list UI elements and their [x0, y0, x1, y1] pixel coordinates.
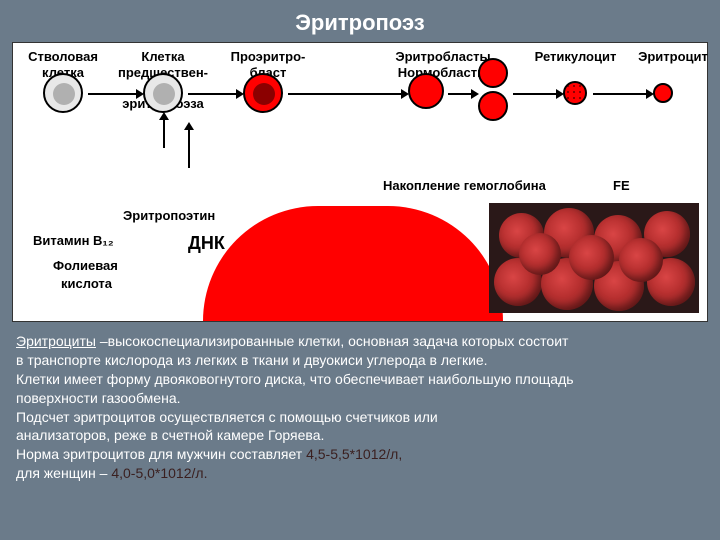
rbc-icon	[569, 235, 614, 280]
arrow-icon	[593, 93, 648, 95]
norm-male: 4,5-5,5*1012/л,	[306, 446, 402, 462]
cell-icon	[563, 81, 587, 105]
sub-label: ДНК	[188, 233, 225, 254]
cell-icon	[653, 83, 673, 103]
arrow-icon	[288, 93, 403, 95]
red-shape	[203, 206, 503, 321]
cell-icon	[243, 73, 283, 113]
sub-label: кислота	[61, 276, 112, 291]
arrow-icon	[513, 93, 558, 95]
rbc-icon	[619, 238, 663, 282]
term-erythrocytes: Эритроциты	[16, 333, 96, 349]
cells-row	[13, 63, 707, 143]
rbc-icon	[519, 233, 561, 275]
norm-female: 4,0-5,0*1012/л.	[111, 465, 207, 481]
description-text: Эритроциты –высокоспециализированные кле…	[0, 322, 720, 493]
sub-label: Накопление гемоглобина	[383, 178, 546, 193]
stage-labels-row: Стволовая клеткаКлетка предшествен- ница…	[13, 43, 707, 55]
sub-label: Эритропоэтин	[123, 208, 215, 223]
arrow-icon	[88, 93, 138, 95]
arrow-up-icon	[163, 118, 165, 148]
arrow-icon	[188, 93, 238, 95]
sub-label: Витамин B₁₂	[33, 233, 114, 248]
arrow-icon	[448, 93, 473, 95]
page-title: Эритропоэз	[0, 0, 720, 42]
cell-icon	[143, 73, 183, 113]
cell-icon	[43, 73, 83, 113]
cell-icon	[478, 91, 508, 121]
sub-label: FE	[613, 178, 630, 193]
cell-icon	[478, 58, 508, 88]
sub-label: Фолиевая	[53, 258, 118, 273]
erythropoiesis-diagram: Стволовая клеткаКлетка предшествен- ница…	[12, 42, 708, 322]
cell-icon	[408, 73, 444, 109]
blood-cells-image	[489, 203, 699, 313]
arrow-up-icon	[188, 128, 190, 168]
